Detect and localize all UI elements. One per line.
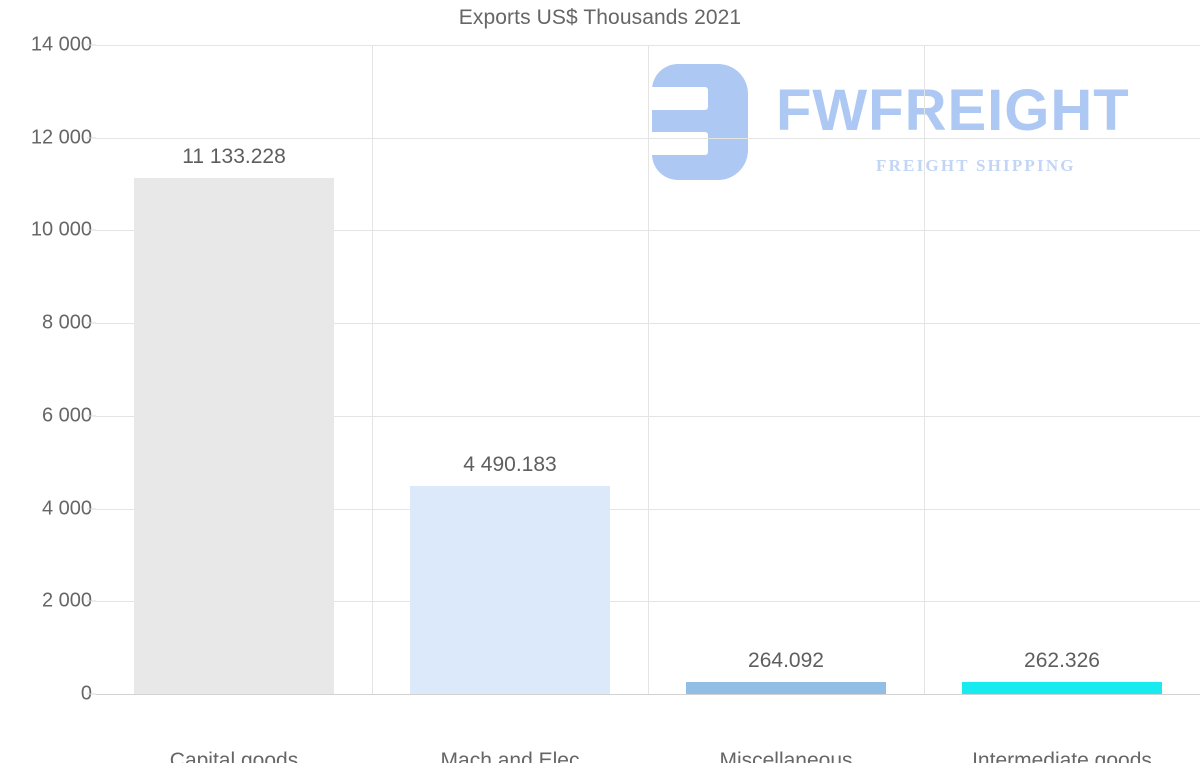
bar-value-label: 264.092 [748,648,824,672]
x-axis-tick-label: Capital goods [169,749,299,763]
y-axis-tick-mark [87,600,96,602]
y-axis-tick-label: 2 000 [41,589,92,612]
chart-title: Exports US$ Thousands 2021 [458,6,742,29]
plot-area: 0 2 000 4 000 6 000 8 000 10 000 12 000 14 000 1… [31,34,1200,763]
gridline-vertical [648,45,649,694]
y-axis-tick-mark [87,229,96,231]
bar-value-label: 4 490.183 [463,452,557,476]
bar[interactable] [686,681,886,694]
y-axis-tick-mark [87,693,96,695]
y-axis-tick-mark [87,508,96,510]
x-axis-tick-label: Intermediate goods [972,749,1152,763]
x-axis-tick-label: Mach and Elec [440,749,580,763]
gridline-vertical [372,45,373,694]
y-axis-tick-label: 0 [80,682,92,705]
bar[interactable] [962,681,1162,694]
bar[interactable] [410,485,610,694]
y-axis-tick-label: 10 000 [30,218,92,241]
x-axis-tick-label: Miscellaneous [719,749,853,763]
y-axis-tick-label: 8 000 [41,311,92,334]
y-axis-tick-label: 4 000 [41,497,92,520]
bar[interactable] [134,177,334,694]
bar-value-label: 262.326 [1024,648,1100,672]
y-axis-tick-mark [87,322,96,324]
y-axis-tick-mark [87,44,96,46]
gridline-vertical [924,45,925,694]
bar-value-label: 11 133.228 [182,144,286,168]
y-axis-tick-mark [87,137,96,139]
y-axis-tick-label: 6 000 [41,404,92,427]
y-axis-tick-label: 12 000 [30,126,92,149]
y-axis-tick-mark [87,415,96,417]
x-axis-baseline [96,694,1200,695]
y-axis-tick-label: 14 000 [30,33,92,56]
